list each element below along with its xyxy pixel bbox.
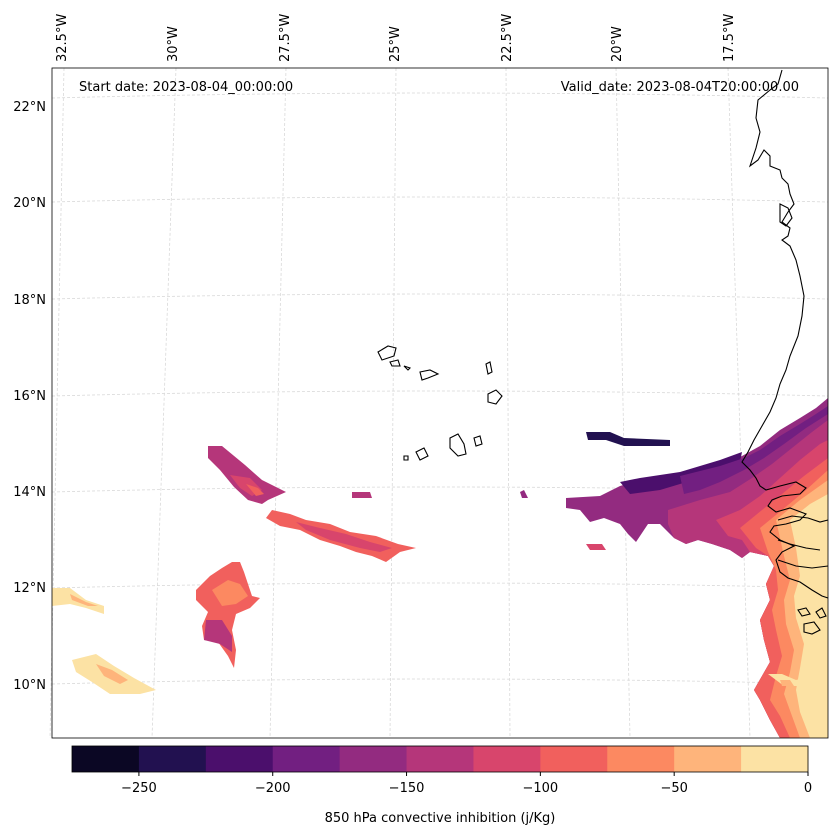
colorbar-swatch	[406, 746, 474, 772]
colorbar-tick-label: −50	[660, 781, 687, 796]
lon-label: 32.5°W	[55, 14, 70, 62]
colorbar-swatch	[339, 746, 408, 772]
lat-label: 14°N	[13, 485, 46, 500]
lat-label: 10°N	[13, 678, 46, 693]
colorbar-tick-label: 0	[804, 781, 812, 796]
colorbar-swatch	[540, 746, 608, 772]
lat-label: 22°N	[13, 100, 46, 115]
colorbar-frame	[71, 745, 809, 773]
colorbar-swatch	[473, 746, 541, 772]
colorbar-swatch	[741, 746, 809, 772]
colorbar-swatch	[607, 746, 675, 772]
lat-label: 12°N	[13, 581, 46, 596]
colorbar-tick-label: −100	[523, 781, 559, 796]
colorbar-tick-label: −200	[255, 781, 291, 796]
colorbar-swatch	[674, 746, 742, 772]
map-panel	[49, 67, 829, 739]
lat-label: 18°N	[13, 293, 46, 308]
longitude-labels: 32.5°W 30°W 27.5°W 25°W 22.5°W 20°W 17.5…	[55, 14, 737, 62]
latitude-labels: 22°N 20°N 18°N 16°N 14°N 12°N 10°N	[13, 100, 46, 693]
lon-label: 30°W	[166, 26, 181, 62]
lon-label: 25°W	[388, 26, 403, 62]
lon-label: 22.5°W	[500, 14, 515, 62]
colorbar-label: 850 hPa convective inhibition (j/Kg)	[325, 811, 556, 826]
lat-label: 16°N	[13, 389, 46, 404]
valid-date-label: Valid_date: 2023-08-04T20:00:00.00	[561, 80, 799, 95]
lon-label: 17.5°W	[722, 14, 737, 62]
cin-region-west-band	[208, 446, 286, 504]
colorbar-tick-label: −250	[121, 781, 157, 796]
colorbar-swatch	[72, 746, 140, 772]
coastlines	[377, 69, 829, 635]
lon-label: 27.5°W	[278, 14, 293, 62]
cin-region-blob-12n	[196, 562, 260, 668]
colorbar-tick-label: −150	[389, 781, 425, 796]
start-date-label: Start date: 2023-08-04_00:00:00	[79, 80, 293, 95]
colorbar-swatch	[205, 746, 274, 772]
colorbar: −250 −200 −150 −100 −50 0	[71, 745, 812, 796]
cin-region-north-streak	[586, 432, 670, 446]
lon-label: 20°W	[610, 26, 625, 62]
colorbar-swatch	[138, 746, 207, 772]
colorbar-swatch	[272, 746, 341, 772]
lat-label: 20°N	[13, 196, 46, 211]
